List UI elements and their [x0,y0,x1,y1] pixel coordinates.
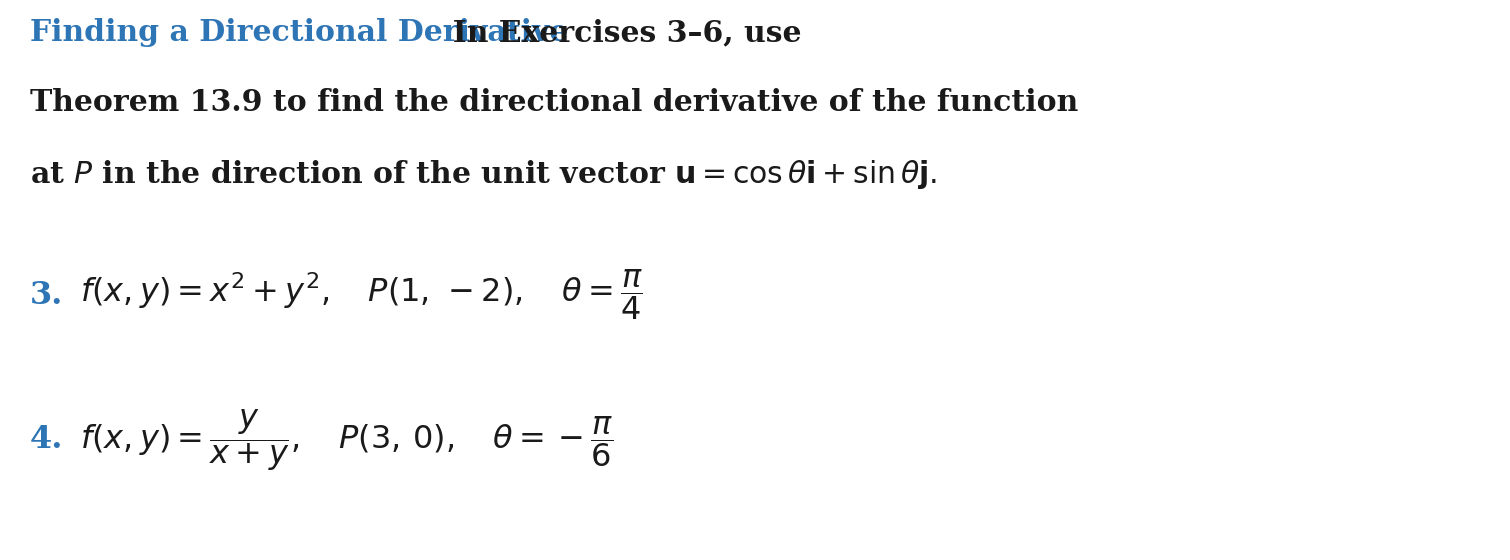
Text: 3.: 3. [30,279,63,310]
Text: Finding a Directional Derivative: Finding a Directional Derivative [30,18,568,47]
Text: $f(x, y) = x^2 + y^2, \quad P(1,\,-2), \quad \theta = \dfrac{\pi}{4}$: $f(x, y) = x^2 + y^2, \quad P(1,\,-2), \… [80,268,643,323]
Text: Theorem 13.9 to find the directional derivative of the function: Theorem 13.9 to find the directional der… [30,88,1078,117]
Text: In Exercises 3–6, use: In Exercises 3–6, use [432,18,802,47]
Text: $f(x, y) = \dfrac{y}{x + y}, \quad P(3,\,0), \quad \theta = -\dfrac{\pi}{6}$: $f(x, y) = \dfrac{y}{x + y}, \quad P(3,\… [80,407,613,473]
Text: at $P$ in the direction of the unit vector $\mathbf{u} = \cos\theta\mathbf{i} + : at $P$ in the direction of the unit vect… [30,158,938,191]
Text: 4.: 4. [30,424,63,455]
